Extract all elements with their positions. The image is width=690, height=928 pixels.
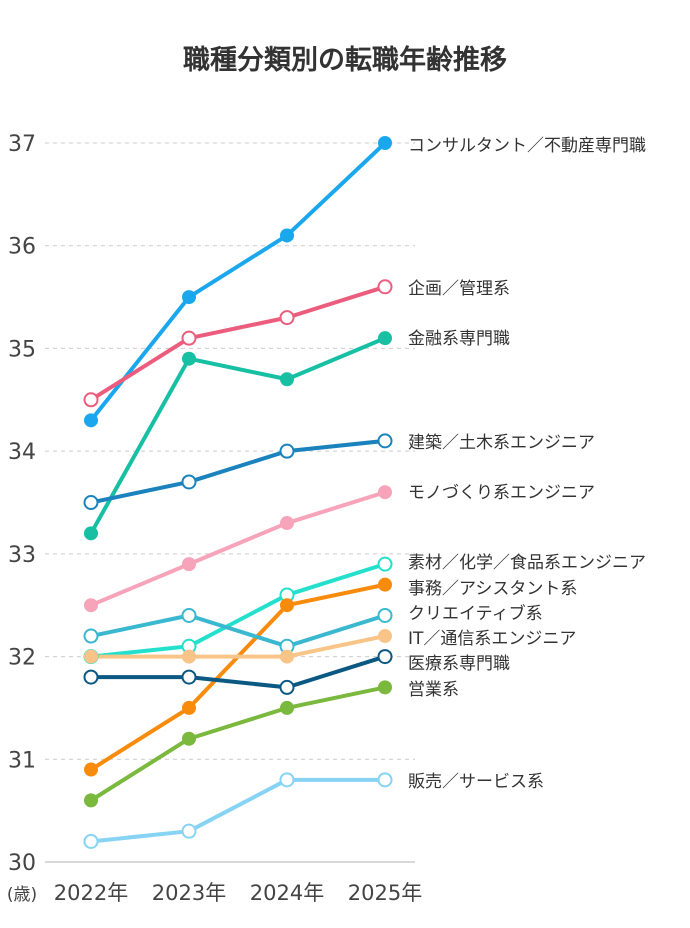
data-point (378, 485, 392, 500)
data-point (84, 526, 98, 541)
data-point (279, 772, 295, 788)
x-tick-label: 2022年 (54, 881, 128, 905)
series-line (90, 438, 386, 505)
series-label: 販売／サービス系 (408, 772, 544, 792)
data-point (182, 700, 196, 715)
series-line (89, 284, 386, 402)
series-label: 素材／化学／食品系エンジニア (408, 553, 646, 573)
data-point (378, 680, 392, 695)
data-point (182, 649, 196, 664)
series-label: モノづくり系エンジニア (408, 483, 595, 503)
data-point (377, 772, 393, 788)
data-point (182, 731, 196, 746)
series-label: 建築／土木系エンジニア (408, 433, 595, 453)
series-line (91, 654, 386, 690)
series-label: 営業系 (408, 680, 459, 700)
data-point (377, 433, 393, 449)
x-tick-label: 2023年 (152, 881, 226, 905)
x-tick-label: 2025年 (348, 881, 422, 905)
y-tick-label: 34 (8, 440, 36, 465)
series-label: IT／通信系エンジニア (408, 629, 576, 649)
data-point (280, 228, 294, 243)
data-point (182, 557, 196, 572)
data-point (181, 330, 197, 346)
series-line (89, 685, 386, 803)
data-point (83, 628, 99, 644)
data-point (84, 413, 98, 428)
y-tick-label: 32 (8, 646, 36, 671)
data-point (181, 823, 197, 839)
data-point (83, 669, 99, 685)
data-point (83, 833, 99, 849)
data-point (83, 392, 99, 408)
series-label: 金融系専門職 (408, 329, 510, 349)
x-tick-label: 2024年 (250, 881, 324, 905)
series-line (89, 336, 386, 535)
data-point (378, 331, 392, 346)
data-point (181, 607, 197, 623)
data-point (279, 443, 295, 459)
data-point (378, 577, 392, 592)
series-label: クリエイティブ系 (408, 603, 543, 624)
series-line (90, 613, 386, 649)
y-tick-label: 37 (8, 132, 36, 157)
series-line (90, 777, 385, 844)
data-point (280, 598, 294, 613)
data-point (182, 290, 196, 305)
y-tick-label: 30 (8, 851, 36, 876)
series-label: 医療系専門職 (408, 654, 510, 674)
y-tick-label: 33 (8, 543, 36, 568)
series-label: コンサルタント／不動産専門職 (408, 136, 646, 156)
data-point (377, 649, 393, 665)
series-label: 事務／アシスタント系 (408, 579, 577, 599)
series-line (91, 634, 386, 659)
data-point (83, 495, 99, 510)
data-point (377, 556, 393, 572)
data-point (280, 649, 294, 664)
y-axis-unit: (歳) (7, 885, 37, 905)
data-point (84, 762, 98, 777)
data-point (181, 474, 197, 490)
data-point (378, 136, 392, 150)
y-tick-label: 36 (8, 235, 36, 260)
y-tick-label: 31 (8, 748, 36, 773)
data-point (84, 598, 98, 613)
data-point (279, 310, 295, 326)
data-point (280, 516, 294, 531)
data-point (280, 372, 294, 387)
data-point (378, 629, 392, 644)
chart-title: 職種分類別の転職年齢推移 (183, 45, 507, 76)
series-label: 企画／管理系 (408, 279, 510, 299)
data-point (84, 649, 98, 664)
data-point (182, 351, 196, 366)
y-tick-label: 35 (8, 337, 36, 362)
data-point (377, 607, 393, 623)
series-line (89, 141, 387, 422)
data-point (377, 279, 393, 295)
data-point (279, 679, 295, 695)
series-line (90, 562, 386, 659)
data-point (84, 793, 98, 808)
data-point (181, 669, 197, 685)
data-point (280, 700, 294, 715)
series-line (90, 490, 386, 608)
